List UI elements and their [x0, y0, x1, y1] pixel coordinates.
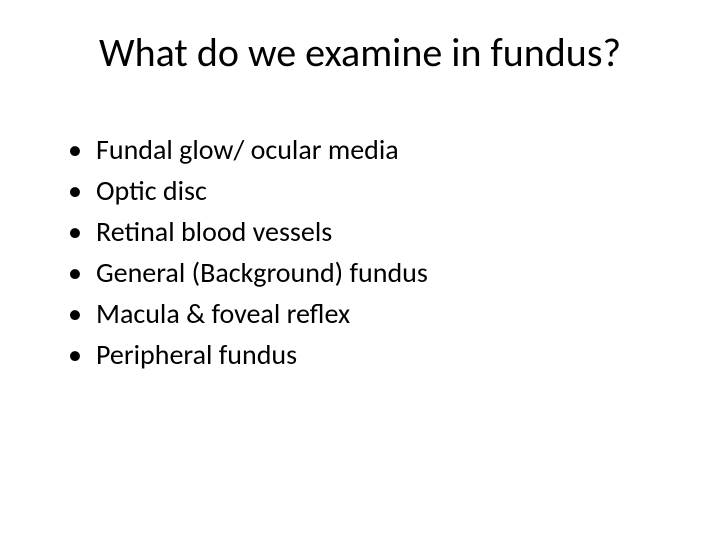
list-item: Macula & foveal reflex [96, 293, 720, 334]
list-item: Peripheral fundus [96, 334, 720, 375]
list-item: Fundal glow/ ocular media [96, 129, 720, 170]
bullet-list: Fundal glow/ ocular media Optic disc Ret… [96, 129, 720, 375]
slide-title: What do we examine in fundus? [60, 28, 660, 77]
list-item: Optic disc [96, 170, 720, 211]
list-item: General (Background) fundus [96, 252, 720, 293]
slide: What do we examine in fundus? Fundal glo… [0, 0, 720, 540]
list-item: Retinal blood vessels [96, 211, 720, 252]
